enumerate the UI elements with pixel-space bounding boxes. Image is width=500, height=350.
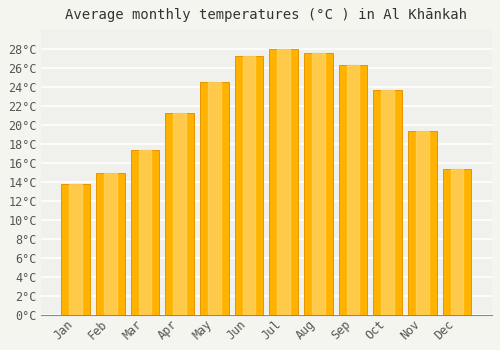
Bar xyxy=(131,150,159,315)
Bar xyxy=(138,150,151,315)
Bar xyxy=(70,184,82,315)
Bar xyxy=(270,49,298,315)
Bar xyxy=(96,173,124,315)
Bar xyxy=(242,56,256,315)
Bar xyxy=(200,82,228,315)
Bar xyxy=(208,82,220,315)
Bar xyxy=(416,131,428,315)
Bar xyxy=(62,184,90,315)
Bar xyxy=(104,173,117,315)
Bar xyxy=(312,53,324,315)
Bar xyxy=(408,131,436,315)
Bar xyxy=(278,49,290,315)
Bar xyxy=(382,90,394,315)
Bar xyxy=(450,169,464,315)
Bar xyxy=(304,53,332,315)
Bar xyxy=(339,64,367,315)
Bar xyxy=(443,169,471,315)
Bar xyxy=(166,113,194,315)
Bar xyxy=(174,113,186,315)
Bar xyxy=(346,64,360,315)
Bar xyxy=(235,56,263,315)
Title: Average monthly temperatures (°C ) in Al Khānkah: Average monthly temperatures (°C ) in Al… xyxy=(66,8,468,22)
Bar xyxy=(374,90,402,315)
